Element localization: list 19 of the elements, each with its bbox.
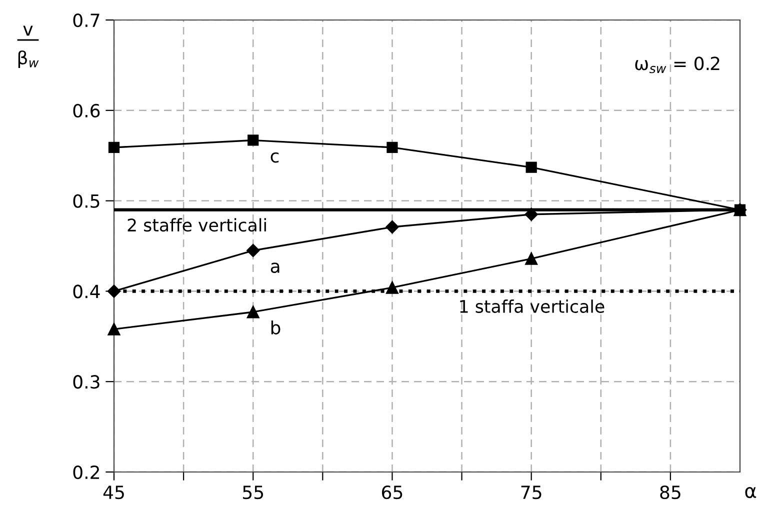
x-tick-label: 75 xyxy=(521,486,542,500)
ref-line-label: 2 staffe verticali xyxy=(128,218,266,232)
y-tick-label: 0.2 xyxy=(73,465,99,480)
series-label: b xyxy=(271,320,280,334)
y-tick-label: 0.4 xyxy=(73,284,100,298)
x-tick-label: 55 xyxy=(243,486,264,500)
x-tick-label: 65 xyxy=(382,486,402,500)
y-tick-label: 0.7 xyxy=(73,13,100,28)
y-axis-title: v β$_{w}$ xyxy=(18,26,39,68)
ref-line-label: 1 staffa verticale xyxy=(460,300,604,313)
series-label: c xyxy=(270,152,279,163)
y-tick-label: 0.3 xyxy=(73,375,100,389)
x-tick-label: 45 xyxy=(103,486,124,500)
annotation: ω$_{sw}$ = 0.2 xyxy=(635,56,720,74)
x-axis-title: α xyxy=(745,487,756,498)
x-tick-label: 85 xyxy=(660,486,680,500)
y-tick-label: 0.6 xyxy=(73,104,100,118)
series-label: a xyxy=(270,262,280,273)
y-tick-label: 0.5 xyxy=(73,194,100,208)
